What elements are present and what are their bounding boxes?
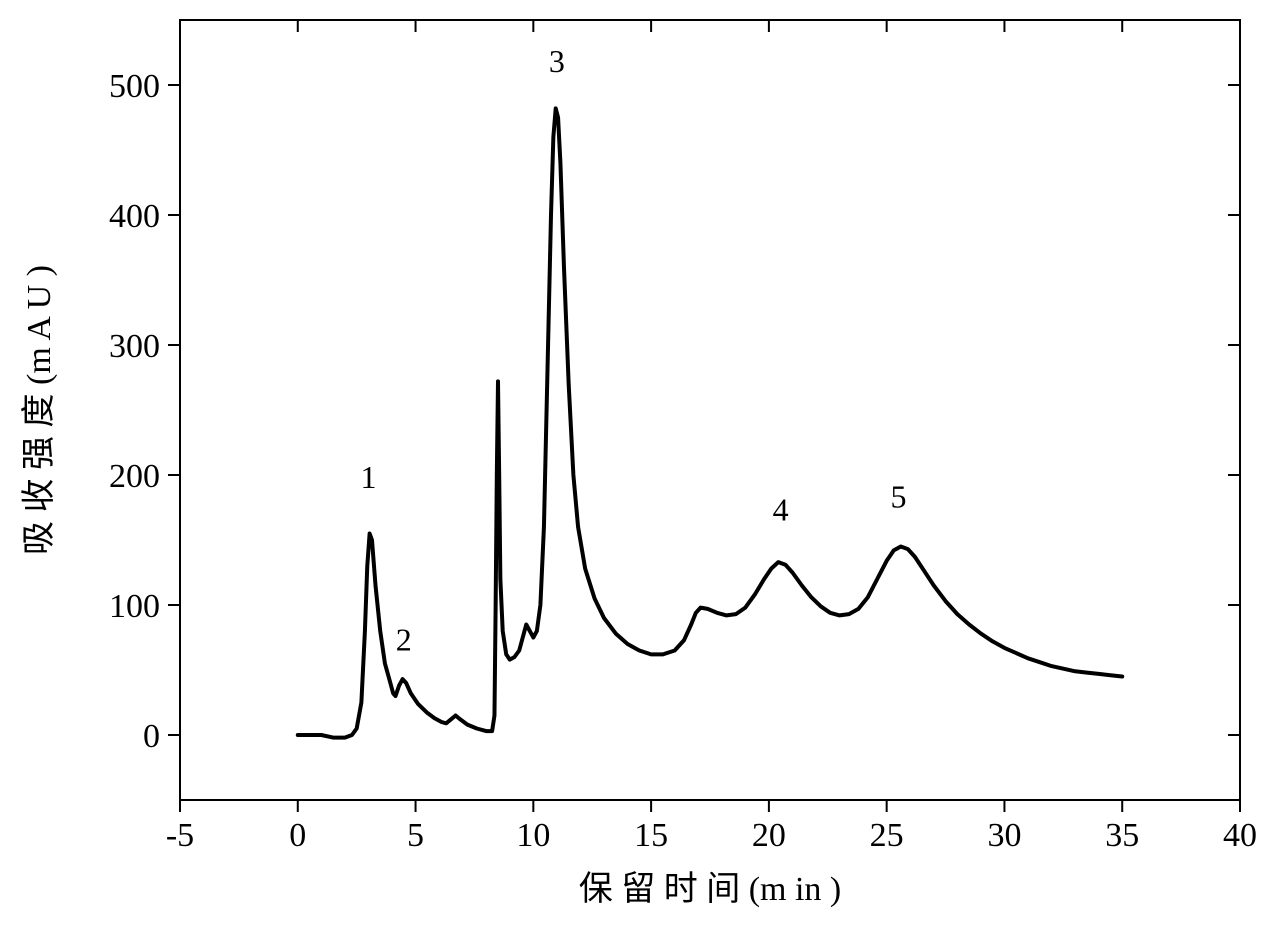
- x-tick-label: 25: [870, 817, 904, 854]
- peak-label: 2: [396, 622, 412, 658]
- x-tick-label: 15: [634, 817, 668, 854]
- x-tick-label: 30: [987, 817, 1021, 854]
- x-tick-label: 10: [516, 817, 550, 854]
- peak-label: 5: [890, 479, 906, 515]
- chromatogram-trace: [298, 108, 1122, 737]
- chart-svg: -505101520253035400100200300400500保 留 时 …: [0, 0, 1274, 926]
- peak-label: 4: [773, 492, 789, 528]
- y-tick-label: 400: [109, 198, 160, 235]
- y-tick-label: 100: [109, 588, 160, 625]
- y-tick-label: 300: [109, 328, 160, 365]
- chromatogram-chart: -505101520253035400100200300400500保 留 时 …: [0, 0, 1274, 926]
- plot-frame: [180, 20, 1240, 800]
- peak-label: 3: [549, 43, 565, 79]
- x-axis-label: 保 留 时 间 (m in ): [579, 870, 842, 908]
- x-tick-label: 35: [1105, 817, 1139, 854]
- peak-label: 1: [360, 459, 376, 495]
- x-tick-label: 0: [289, 817, 306, 854]
- y-tick-label: 0: [143, 718, 160, 755]
- x-tick-label: 40: [1223, 817, 1257, 854]
- y-tick-label: 200: [109, 458, 160, 495]
- x-tick-label: 5: [407, 817, 424, 854]
- y-axis-label: 吸 收 强 度 (m A U ): [20, 265, 58, 555]
- y-tick-label: 500: [109, 68, 160, 105]
- x-tick-label: -5: [166, 817, 194, 854]
- x-tick-label: 20: [752, 817, 786, 854]
